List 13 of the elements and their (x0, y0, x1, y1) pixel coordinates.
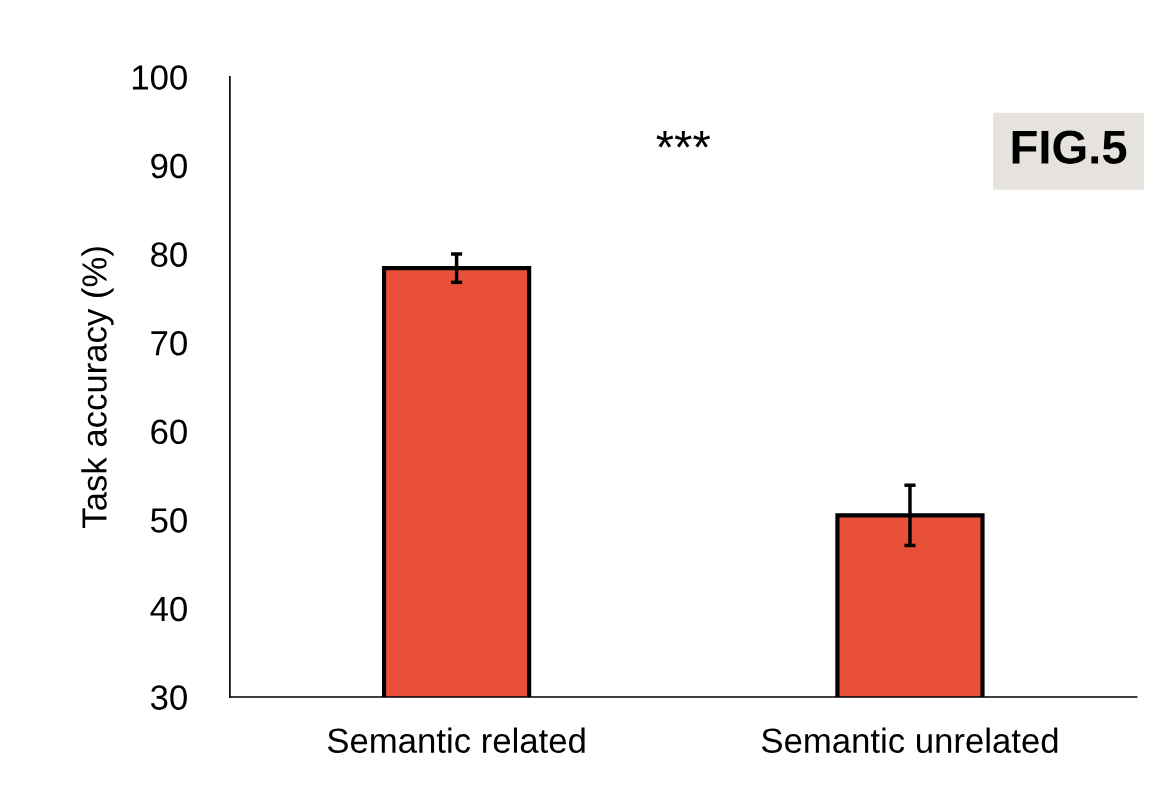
y-tick-label: 30 (150, 685, 187, 710)
annotation: *** (656, 130, 711, 148)
y-tick-label: 100 (132, 65, 187, 90)
y-tick-label: 50 (151, 508, 187, 533)
y-tick-label: 40 (150, 596, 187, 622)
y-tick-label: 60 (151, 419, 187, 445)
annotation: FIG.5 (1012, 130, 1127, 164)
x-tick-label: Semantic related (327, 727, 585, 754)
y-axis-title: Task accuracy (%) (81, 247, 114, 528)
y-tick-label: 70 (151, 330, 187, 356)
y-tick-label: 90 (151, 153, 187, 179)
y-tick-label: 80 (151, 242, 187, 267)
x-tick-label: Semantic unrelated (761, 727, 1058, 754)
